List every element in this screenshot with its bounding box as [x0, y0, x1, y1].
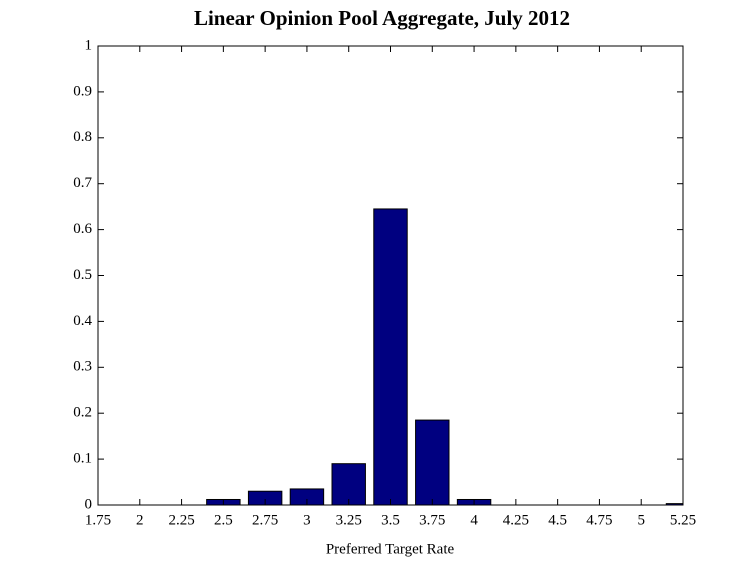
y-tick-label: 0.5: [73, 267, 92, 283]
x-tick-label: 5.25: [670, 512, 696, 528]
bar: [415, 419, 450, 505]
y-tick-label: 1: [85, 37, 93, 53]
y-tick-label: 0.7: [73, 175, 92, 191]
y-tick-label: 0.9: [73, 83, 92, 99]
x-tick-label: 4: [470, 512, 478, 528]
x-tick-label: 2.25: [168, 512, 194, 528]
x-axis-label: Preferred Target Rate: [326, 541, 455, 557]
y-tick-label: 0.2: [73, 405, 92, 421]
x-tick-label: 4.75: [586, 512, 612, 528]
chart-title: Linear Opinion Pool Aggregate, July 2012: [194, 6, 570, 30]
bar: [247, 490, 283, 505]
x-tick-label: 3.25: [336, 512, 362, 528]
x-tick-label: 2.75: [252, 512, 278, 528]
x-tick-label: 5: [637, 512, 645, 528]
x-tick-label: 3.5: [381, 512, 400, 528]
y-tick-label: 0.3: [73, 359, 92, 375]
x-tick-label: 2: [136, 512, 144, 528]
bar: [331, 463, 366, 505]
x-tick-label: 3: [303, 512, 311, 528]
y-tick-label: 0.1: [73, 451, 92, 467]
y-tick-label: 0.4: [73, 313, 92, 329]
x-tick-label: 2.5: [214, 512, 233, 528]
y-tick-label: 0: [85, 496, 93, 512]
x-tick-label: 3.75: [419, 512, 445, 528]
x-tick-label: 1.75: [85, 512, 111, 528]
x-tick-label: 4.5: [548, 512, 567, 528]
plot-area: [206, 208, 683, 505]
x-tick-label: 4.25: [503, 512, 529, 528]
y-tick-label: 0.8: [73, 129, 92, 145]
y-tick-label: 0.6: [73, 221, 92, 237]
bar: [373, 208, 408, 505]
